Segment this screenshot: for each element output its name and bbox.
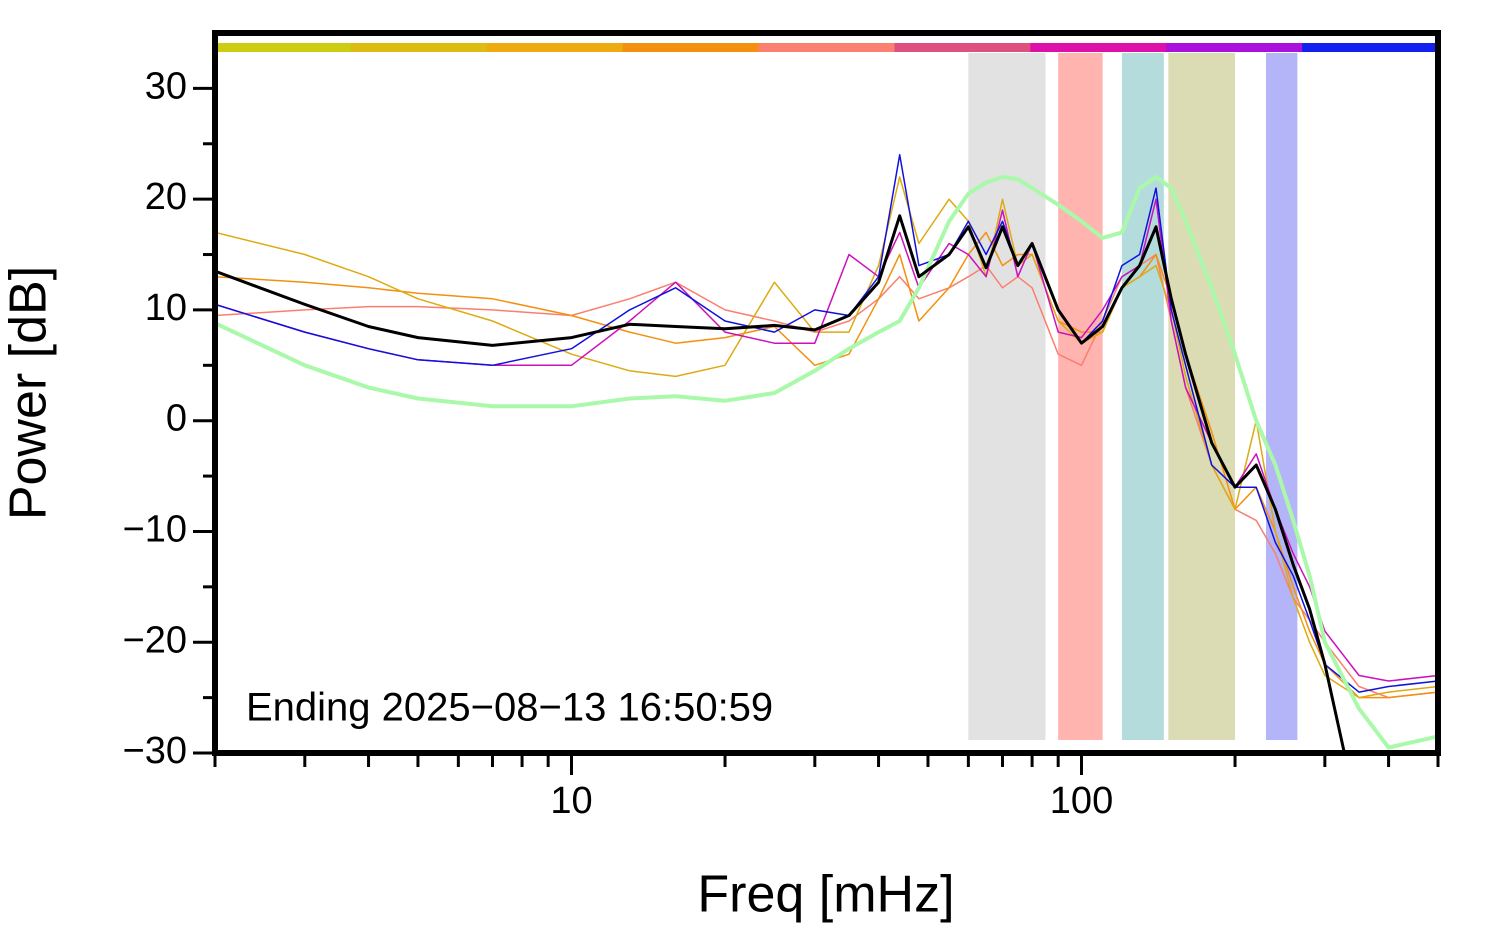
y-tick-label: −30	[123, 730, 187, 772]
color-bar-segment	[215, 43, 352, 52]
y-tick-label: 0	[166, 398, 187, 440]
y-tick-label: 10	[145, 287, 187, 329]
y-tick-label: −10	[123, 508, 187, 550]
bands	[215, 43, 1439, 740]
line	[215, 231, 1438, 699]
annotation: Ending 2025−08−13 16:50:59	[246, 686, 773, 730]
line	[215, 176, 1438, 699]
y-tick-label: 20	[145, 176, 187, 218]
x-tick-label: 10	[550, 780, 592, 822]
line	[215, 175, 1438, 750]
band	[968, 53, 1046, 740]
y-axis-label: Power [dB]	[0, 266, 58, 520]
color-bar-segment	[622, 43, 760, 52]
x-axis-label: Freq [mHz]	[697, 866, 954, 924]
color-bar-segment	[486, 43, 624, 52]
color-bar-segment	[1166, 43, 1303, 52]
x-tick-label: 100	[1050, 780, 1113, 822]
color-bar-segment	[894, 43, 1031, 52]
color-bar-segment	[758, 43, 895, 52]
axes: −30 −20 −10 0 10 20 30 10 100	[123, 30, 1441, 822]
line	[215, 214, 1346, 753]
color-bar-segment	[350, 43, 488, 52]
color-bar-segment	[1302, 43, 1439, 52]
y-tick-label: 30	[145, 65, 187, 107]
color-bar-segment	[1030, 43, 1167, 52]
band	[1168, 53, 1236, 740]
line	[215, 253, 1438, 699]
line	[215, 198, 1438, 682]
band	[1058, 53, 1103, 740]
y-tick-label: −20	[123, 619, 187, 661]
plot-frame	[212, 30, 1441, 756]
line	[215, 154, 1438, 693]
band	[1121, 53, 1164, 740]
lines	[215, 154, 1438, 753]
band	[1265, 53, 1298, 740]
